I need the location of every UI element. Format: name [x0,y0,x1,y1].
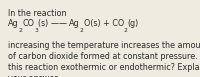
Text: your answer.: your answer. [8,74,59,77]
Text: 2: 2 [80,28,84,33]
Text: this reaction exothermic or endothermic? Explain: this reaction exothermic or endothermic?… [8,63,200,72]
Text: 3: 3 [34,28,38,33]
Text: increasing the temperature increases the amount: increasing the temperature increases the… [8,41,200,50]
Text: 2: 2 [124,28,128,33]
Text: ——: —— [51,19,69,28]
Text: O(s) + CO: O(s) + CO [84,19,124,28]
Text: (g): (g) [128,19,139,28]
Text: CO: CO [22,19,34,28]
Text: In the reaction: In the reaction [8,9,66,18]
Text: of carbon dioxide formed at constant pressure. Is: of carbon dioxide formed at constant pre… [8,52,200,61]
Text: Ag: Ag [69,19,80,28]
Text: 2: 2 [18,28,22,33]
Text: (s): (s) [38,19,51,28]
Text: Ag: Ag [8,19,18,28]
